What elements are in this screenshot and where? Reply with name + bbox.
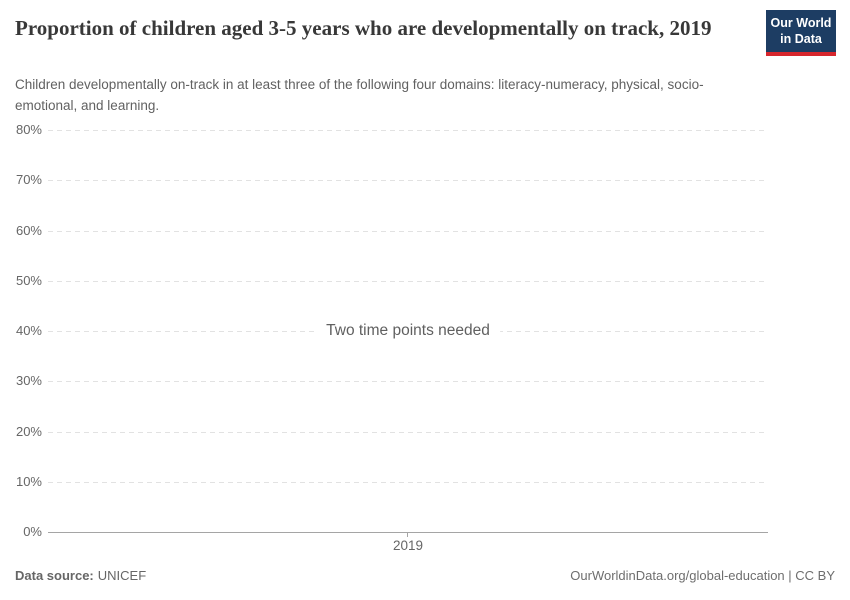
y-gridline bbox=[48, 130, 768, 131]
y-gridline bbox=[48, 280, 768, 282]
x-axis-tick bbox=[407, 532, 408, 537]
y-axis-tick-label: 0% bbox=[23, 524, 42, 539]
y-gridline bbox=[48, 180, 768, 182]
y-gridline bbox=[48, 481, 768, 483]
x-axis-tick-label: 2019 bbox=[392, 538, 424, 553]
chart-footer: Data source: UNICEF OurWorldinData.org/gl… bbox=[15, 568, 835, 583]
y-axis-tick-label: 20% bbox=[15, 423, 42, 439]
y-axis-tick-label: 30% bbox=[15, 373, 42, 389]
y-axis-tick-label: 50% bbox=[15, 272, 42, 288]
chart-title: Proportion of children aged 3-5 years wh… bbox=[15, 16, 712, 40]
y-gridline bbox=[48, 431, 768, 433]
no-data-message: Two time points needed bbox=[316, 320, 500, 342]
attribution-link[interactable]: OurWorldinData.org/global-education | CC… bbox=[570, 568, 835, 583]
y-axis-tick-label: 60% bbox=[15, 222, 42, 238]
y-axis-tick-label: 10% bbox=[15, 473, 42, 489]
owid-logo[interactable]: Our World in Data bbox=[766, 10, 836, 56]
y-axis-tick-label: 80% bbox=[15, 122, 42, 137]
data-source-value: UNICEF bbox=[97, 568, 147, 583]
owid-logo-line1: Our World bbox=[770, 16, 832, 30]
y-gridline bbox=[48, 230, 768, 232]
data-source-label: Data source: bbox=[15, 568, 94, 583]
owid-logo-line2: in Data bbox=[780, 32, 822, 46]
y-gridline bbox=[48, 381, 768, 383]
data-source: Data source: UNICEF bbox=[15, 568, 146, 583]
y-axis-tick-label: 70% bbox=[15, 172, 42, 188]
y-axis-tick-label: 40% bbox=[15, 323, 42, 338]
x-axis-line bbox=[48, 532, 768, 533]
chart-subtitle: Children developmentally on-track in at … bbox=[15, 77, 704, 113]
